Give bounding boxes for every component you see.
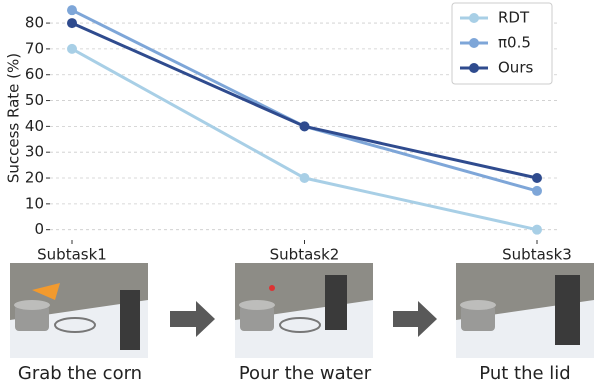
data-point xyxy=(299,173,310,184)
y-axis-label: Success Rate (%) xyxy=(5,53,23,183)
x-tick-label: Subtask2 xyxy=(270,246,340,264)
data-point xyxy=(67,5,77,16)
y-tick-label: 20 xyxy=(25,169,44,187)
legend-marker xyxy=(469,13,479,23)
x-tick-label: Subtask1 xyxy=(37,246,107,264)
legend-label: π0.5 xyxy=(498,34,531,52)
data-point xyxy=(67,43,77,54)
data-point xyxy=(67,18,77,29)
arrow xyxy=(393,301,437,337)
y-tick-label: 50 xyxy=(25,91,44,109)
y-tick-label: 60 xyxy=(25,65,44,83)
data-point xyxy=(532,224,542,235)
y-tick-label: 40 xyxy=(25,117,44,135)
step-caption: Pour the water xyxy=(239,363,372,384)
legend-box xyxy=(451,2,553,85)
photo xyxy=(10,263,148,358)
legend-label: Ours xyxy=(498,59,533,77)
data-point xyxy=(299,121,310,132)
step-caption: Put the lid xyxy=(479,363,570,384)
y-tick-label: 0 xyxy=(34,220,44,238)
y-tick-label: 80 xyxy=(25,14,44,32)
photo xyxy=(456,263,594,358)
x-tick-label: Subtask3 xyxy=(502,246,572,264)
legend-label: RDT xyxy=(498,9,530,27)
y-tick-label: 70 xyxy=(25,39,44,57)
y-tick-label: 30 xyxy=(25,143,44,161)
data-point xyxy=(532,185,542,196)
legend-marker xyxy=(469,63,479,73)
step-caption: Grab the corn xyxy=(18,363,142,384)
y-tick-label: 10 xyxy=(25,194,44,212)
legend-marker xyxy=(469,38,479,48)
photo xyxy=(235,263,373,358)
data-point xyxy=(532,173,542,184)
arrow xyxy=(170,301,215,337)
